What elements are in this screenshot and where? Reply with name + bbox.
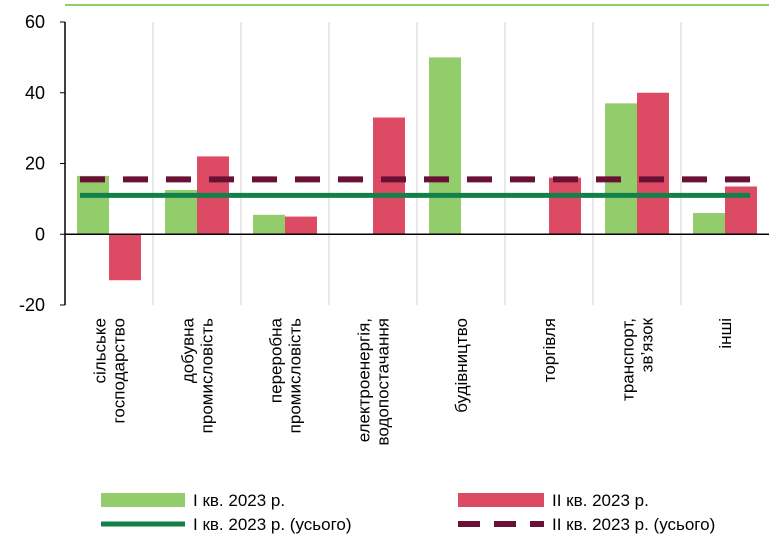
bar-q2-2023 bbox=[637, 92, 669, 235]
bar-q2-2023 bbox=[285, 216, 317, 235]
gridlines bbox=[152, 22, 682, 305]
category-label-line: господарство bbox=[110, 318, 129, 423]
category-label: переробнапромисловість bbox=[267, 317, 305, 433]
bar-q2-2023 bbox=[109, 234, 141, 281]
category-label-line: промисловість bbox=[286, 318, 305, 433]
category-label: електроенергія,водопостачання bbox=[355, 318, 393, 445]
category-label-line: електроенергія, bbox=[355, 318, 374, 442]
category-label-line: переробна bbox=[267, 317, 286, 403]
y-tick-labels: -20 0 20 40 60 bbox=[19, 12, 65, 315]
category-label-line: водопостачання bbox=[374, 318, 393, 445]
reference-lines bbox=[80, 176, 750, 198]
y-tick-label: 0 bbox=[35, 224, 45, 244]
legend-swatch-bar bbox=[458, 493, 544, 507]
category-label-line: зв’язок bbox=[638, 317, 657, 372]
bar-q2-2023 bbox=[373, 117, 405, 235]
category-label-line: промисловість bbox=[198, 318, 217, 433]
category-label: інші bbox=[716, 318, 735, 349]
category-label-line: будівництво bbox=[452, 318, 471, 413]
legend-label: ІІ кв. 2023 р. bbox=[552, 491, 649, 510]
bar-q1-2023 bbox=[693, 213, 725, 235]
category-label: будівництво bbox=[452, 318, 471, 413]
bar-q2-2023 bbox=[549, 177, 581, 235]
y-tick-label: 60 bbox=[25, 12, 45, 32]
legend-label: ІІ кв. 2023 р. (усього) bbox=[552, 515, 715, 534]
legend-label: І кв. 2023 р. bbox=[193, 491, 285, 510]
bar-q1-2023 bbox=[429, 57, 461, 235]
bar-q1-2023 bbox=[253, 214, 285, 235]
bar-q1-2023 bbox=[605, 103, 637, 235]
category-label: торгівля bbox=[540, 318, 559, 382]
legend: І кв. 2023 р. ІІ кв. 2023 р. І кв. 2023 р.… bbox=[101, 491, 715, 534]
category-label-line: інші bbox=[716, 318, 735, 349]
category-label-line: сільське bbox=[91, 318, 110, 384]
category-label: сільськегосподарство bbox=[91, 318, 129, 423]
category-label-line: торгівля bbox=[540, 318, 559, 382]
category-label: добувнапромисловість bbox=[179, 317, 217, 433]
y-tick-label: 20 bbox=[25, 154, 45, 174]
legend-label: І кв. 2023 р. (усього) bbox=[193, 515, 352, 534]
y-tick-label: -20 bbox=[19, 295, 45, 315]
category-label: транспорт,зв’язок bbox=[619, 317, 657, 401]
category-label-line: добувна bbox=[179, 317, 198, 383]
category-labels: сільськегосподарство добувнапромисловість… bbox=[91, 317, 736, 445]
legend-swatch-bar bbox=[101, 493, 185, 507]
category-label-line: транспорт, bbox=[619, 318, 638, 401]
bar-q1-2023 bbox=[77, 175, 109, 235]
y-tick-label: 40 bbox=[25, 83, 45, 103]
